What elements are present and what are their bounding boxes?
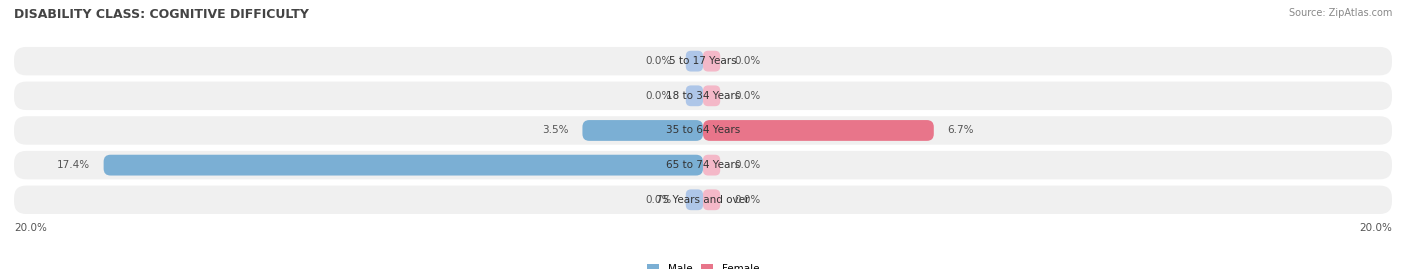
Text: 18 to 34 Years: 18 to 34 Years [666, 91, 740, 101]
FancyBboxPatch shape [703, 85, 720, 106]
FancyBboxPatch shape [703, 189, 720, 210]
Text: 35 to 64 Years: 35 to 64 Years [666, 125, 740, 136]
Text: 17.4%: 17.4% [56, 160, 90, 170]
FancyBboxPatch shape [14, 186, 1392, 214]
Text: 0.0%: 0.0% [645, 56, 672, 66]
FancyBboxPatch shape [686, 189, 703, 210]
FancyBboxPatch shape [686, 51, 703, 72]
Text: DISABILITY CLASS: COGNITIVE DIFFICULTY: DISABILITY CLASS: COGNITIVE DIFFICULTY [14, 8, 309, 21]
Text: 0.0%: 0.0% [645, 91, 672, 101]
FancyBboxPatch shape [14, 151, 1392, 179]
FancyBboxPatch shape [686, 85, 703, 106]
Text: 0.0%: 0.0% [734, 56, 761, 66]
Text: 3.5%: 3.5% [543, 125, 568, 136]
Text: 6.7%: 6.7% [948, 125, 974, 136]
FancyBboxPatch shape [14, 82, 1392, 110]
FancyBboxPatch shape [703, 120, 934, 141]
Text: 5 to 17 Years: 5 to 17 Years [669, 56, 737, 66]
FancyBboxPatch shape [14, 116, 1392, 145]
Text: 0.0%: 0.0% [734, 160, 761, 170]
FancyBboxPatch shape [703, 155, 720, 175]
Text: 75 Years and over: 75 Years and over [657, 195, 749, 205]
Legend: Male, Female: Male, Female [643, 260, 763, 269]
Text: 0.0%: 0.0% [734, 195, 761, 205]
Text: 0.0%: 0.0% [734, 91, 761, 101]
FancyBboxPatch shape [582, 120, 703, 141]
FancyBboxPatch shape [703, 51, 720, 72]
FancyBboxPatch shape [104, 155, 703, 175]
Text: 0.0%: 0.0% [645, 195, 672, 205]
Text: 20.0%: 20.0% [1360, 223, 1392, 233]
FancyBboxPatch shape [14, 47, 1392, 75]
Text: Source: ZipAtlas.com: Source: ZipAtlas.com [1288, 8, 1392, 18]
Text: 20.0%: 20.0% [14, 223, 46, 233]
Text: 65 to 74 Years: 65 to 74 Years [666, 160, 740, 170]
